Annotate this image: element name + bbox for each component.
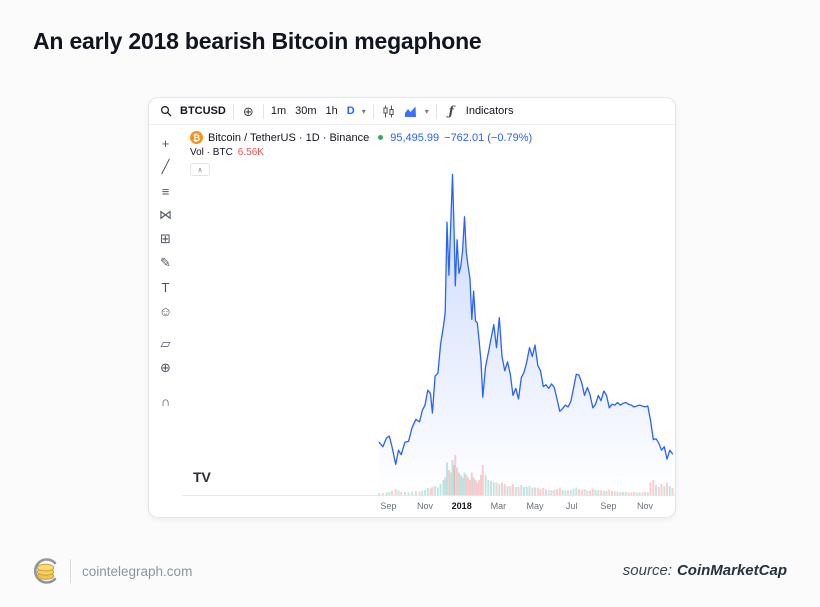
interval-caret-icon[interactable]: ▾ — [361, 106, 366, 116]
compare-add-icon[interactable]: ⊕ — [242, 103, 254, 119]
symbol-button[interactable]: BTCUSD — [180, 105, 226, 117]
emoji-icon[interactable]: ☺ — [158, 303, 173, 319]
axis-label-Nov: Nov — [637, 501, 654, 511]
tradingview-widget: BTCUSD ⊕ 1m 30m 1h D ▾ ▾ ƒ Indicators + ╱ ≡ ⋈ ⊞… — [148, 97, 676, 518]
xabcd-pattern-icon[interactable]: ⋈ — [159, 207, 172, 222]
axis-label-Mar: Mar — [490, 501, 507, 511]
crosshair-icon[interactable]: + — [161, 135, 170, 151]
trend-line-icon[interactable]: ╱ — [161, 159, 170, 174]
interval-1m[interactable]: 1m — [270, 105, 287, 117]
axis-label-Sep: Sep — [600, 501, 617, 511]
time-axis[interactable]: Sep Nov 2018 Mar May Jul Sep Nov — [182, 495, 675, 517]
chart-type-caret-icon[interactable]: ▾ — [424, 106, 429, 116]
toolbar-divider — [262, 103, 264, 119]
source-credit: source: CoinMarketCap — [623, 562, 787, 579]
chart-body: + ╱ ≡ ⋈ ⊞ ✎ T ☺ ▱ ⊕ ∩ ₿ Bitcoin / TetherUS · 1D · … — [149, 125, 675, 517]
cointelegraph-logo — [33, 558, 57, 584]
axis-label-May: May — [526, 501, 544, 511]
volume-value: 6.56K — [237, 147, 264, 158]
ruler-icon[interactable]: ▱ — [160, 336, 171, 351]
toolbar-divider — [372, 103, 374, 119]
candles-icon[interactable] — [381, 104, 396, 119]
search-icon[interactable] — [158, 104, 173, 119]
legend-market: Bitcoin / TetherUS · 1D · Binance — [208, 131, 370, 144]
interval-1h[interactable]: 1h — [325, 105, 338, 117]
tradingview-logo[interactable]: TV — [193, 469, 211, 485]
long-position-icon[interactable]: ⊞ — [160, 231, 171, 246]
volume-label: Vol · BTC — [190, 147, 233, 158]
legend-collapse-button[interactable]: ∧ — [190, 163, 210, 176]
chart-toolbar: BTCUSD ⊕ 1m 30m 1h D ▾ ▾ ƒ Indicators — [149, 98, 675, 125]
indicators-button[interactable]: Indicators — [465, 105, 514, 117]
legend-last-price: 95,495.99 — [390, 131, 440, 144]
text-tool-icon[interactable]: T — [161, 279, 170, 295]
interval-30m[interactable]: 30m — [295, 105, 317, 117]
legend: ₿ Bitcoin / TetherUS · 1D · Binance 95,4… — [190, 131, 532, 176]
site-url: cointelegraph.com — [82, 563, 193, 579]
interval-group: 1m 30m 1h D — [271, 105, 355, 117]
legend-volume-row: Vol · BTC 6.56K — [190, 147, 532, 158]
footer-divider — [70, 559, 71, 583]
toolbar-divider — [435, 103, 437, 119]
magnet-icon[interactable]: ∩ — [160, 393, 171, 409]
chart-area: ₿ Bitcoin / TetherUS · 1D · Binance 95,4… — [182, 125, 675, 517]
source-name: CoinMarketCap — [676, 562, 787, 579]
axis-label-2018: 2018 — [451, 501, 472, 511]
fib-retracement-icon[interactable]: ≡ — [161, 183, 170, 199]
area-chart-icon[interactable] — [403, 104, 418, 119]
interval-D[interactable]: D — [346, 105, 355, 117]
brush-icon[interactable]: ✎ — [160, 255, 171, 270]
legend-market-row: ₿ Bitcoin / TetherUS · 1D · Binance 95,4… — [190, 131, 532, 144]
toolbar-divider — [232, 103, 234, 119]
page-title: An early 2018 bearish Bitcoin megaphone — [33, 28, 482, 54]
legend-change: −762.01 (−0.79%) — [444, 131, 533, 144]
bitcoin-icon: ₿ — [190, 131, 203, 144]
source-label: source: — [622, 562, 672, 579]
status-dot — [378, 135, 384, 140]
zoom-in-icon[interactable]: ⊕ — [160, 360, 171, 375]
axis-label-Nov: Nov — [417, 501, 434, 511]
left-toolbar: + ╱ ≡ ⋈ ⊞ ✎ T ☺ ▱ ⊕ ∩ — [149, 125, 182, 517]
indicators-icon: ƒ — [448, 104, 454, 118]
footer-brand: cointelegraph.com — [31, 556, 192, 586]
price-chart[interactable] — [182, 125, 675, 495]
axis-label-Jul: Jul — [565, 501, 578, 511]
axis-label-Sep: Sep — [380, 501, 397, 511]
